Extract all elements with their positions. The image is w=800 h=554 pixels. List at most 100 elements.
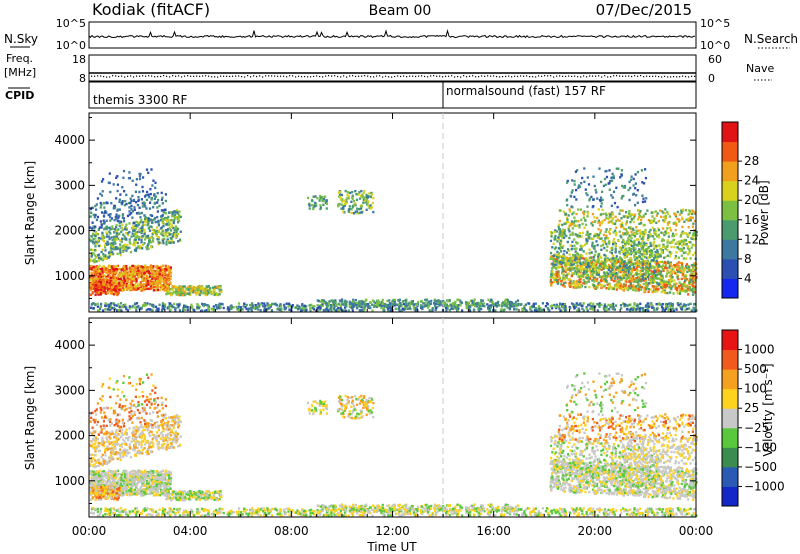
power-cell [169,291,172,295]
nave-point [667,76,669,78]
nave-point [679,76,681,78]
power-cell [609,270,612,273]
power-cell [677,267,680,270]
power-cell [391,302,394,306]
power-cell [111,272,114,275]
power-cell [93,249,97,252]
power-cell [117,303,120,306]
power-cell [683,289,686,292]
power-cell [445,303,448,306]
power-cell [101,235,104,239]
power-cell [374,301,377,305]
power-cell [559,309,562,312]
power-cell [113,231,116,234]
nsky-tick-top: 10^5 [56,17,86,30]
power-cell [557,274,561,277]
power-cell [662,269,665,272]
power-cell [169,308,172,311]
power-cell [111,239,114,242]
power-cell [600,283,603,287]
power-cell [109,270,112,273]
power-cell [679,261,682,265]
power-cell [684,290,687,293]
nave-point [361,75,363,77]
power-cell [162,222,165,225]
power-cell [598,281,601,285]
power-cell [107,242,110,245]
power-cell [400,309,403,312]
power-cell [679,290,682,293]
nave-point [487,75,489,77]
power-cell [366,196,370,199]
power-cell [142,201,145,204]
power-cell [362,191,366,194]
nsearch-tick-top: 10^5 [700,17,730,30]
power-cell [635,285,638,288]
power-cell [130,199,133,202]
power-cell [98,237,101,240]
power-cell [143,231,147,234]
power-cell [362,201,365,204]
power-cell [686,270,689,273]
power-cell [129,250,133,254]
power-cell [175,209,179,212]
power-cell [122,217,125,220]
power-cell [116,264,120,268]
power-cell [171,212,174,216]
power-cell [647,264,650,267]
power-cell [479,305,482,308]
power-cell [117,274,120,277]
power-cell [92,285,95,289]
power-cell [361,211,364,214]
power-cell [142,288,145,291]
power-cell [563,282,566,285]
power-cell [114,230,117,233]
power-cell [558,302,562,305]
power-cell [195,293,198,296]
power-cell [94,254,97,257]
power-cell [655,262,658,265]
power-cell [140,231,143,235]
power-cell [360,204,363,207]
power-cell [131,209,134,213]
power-cell [118,198,121,201]
nave-point [295,76,297,78]
power-cell [592,265,596,268]
power-cell [135,273,138,276]
power-cell [164,231,167,234]
power-cell [109,228,112,231]
power-cell [186,308,189,312]
power-cell [405,301,408,304]
nave-point [673,75,675,78]
power-cell [201,309,204,312]
power-cell [448,299,451,303]
power-cell [164,274,167,277]
power-cell [92,252,95,255]
power-cell [288,304,291,307]
nave-point [535,76,537,78]
power-cell [116,309,119,312]
power-cell [186,306,189,309]
power-cell [573,305,576,309]
power-cell [577,303,580,306]
power-cell [149,284,153,288]
power-cell [149,214,152,217]
power-cell [503,301,506,304]
power-cell [94,204,97,208]
power-cell [471,301,474,304]
power-cell [668,275,671,278]
power-cell [99,307,102,311]
power-cell [357,193,360,196]
power-cell [126,243,129,247]
power-cell [473,304,476,308]
power-cell [154,220,157,224]
power-cell [128,286,131,289]
power-cell [630,276,633,280]
power-cell [125,202,128,206]
power-cell [94,234,97,237]
power-cell [666,269,669,272]
power-cell [206,285,209,288]
power-cell [471,302,474,306]
power-cell [601,286,604,289]
power-cell [483,305,486,308]
